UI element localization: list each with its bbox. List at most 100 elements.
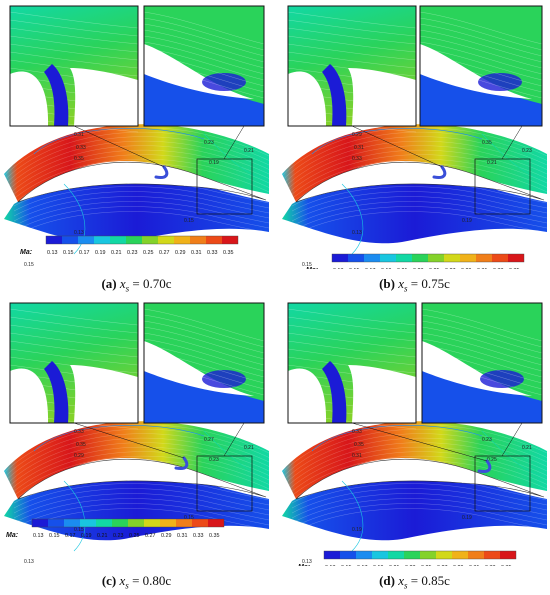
colorbar-tick: 0.29 [461,268,472,269]
inset-streamline [419,41,543,75]
inset-rear-blade [70,365,138,423]
streamline [13,488,269,514]
colorbar-tick: 0.31 [469,565,480,566]
blade-airfoil [17,161,267,203]
contour-label: 0.13 [24,559,34,565]
colorbar-tick: 0.17 [357,565,368,566]
colorbar-segment [78,236,94,244]
caption-tag: (a) [101,276,117,291]
inset-streamline [419,53,543,87]
inset-blade [288,71,327,126]
contour-label: 0.29 [74,453,84,459]
colorbar-tick: 0.27 [145,533,156,539]
inset-streamline [143,53,265,87]
blade-airfoil [17,458,267,500]
colorbar-segment [324,551,340,559]
contour-label: 0.31 [74,132,84,138]
streamline [291,508,547,534]
colorbar-segment [190,236,206,244]
colorbar-segment [444,254,460,262]
inset-streamline [143,23,265,57]
contour-label: 0.13 [74,230,84,236]
contour-line [311,425,483,452]
caption-sub: s [404,580,408,591]
inset-trailing-frame [143,302,265,424]
streamline [13,508,269,534]
inset-streamline [143,11,265,45]
inset-blade [10,368,49,423]
streamline [282,131,547,181]
streamline [4,428,269,478]
inset-streamline [143,65,265,99]
inset-streamline [9,35,139,53]
colorbar-segment [96,519,112,527]
colorbar-segment [508,254,524,262]
inset-streamline [9,51,139,69]
streamline [4,158,269,208]
panel-d: 0.330.350.310.230.210.250.190.190.13Ma:0… [282,301,547,591]
inset-streamline [287,51,417,69]
zoom-box [474,455,531,512]
colorbar-tick: 0.21 [389,565,400,566]
colorbar-frame [45,235,239,245]
contour-line [33,128,205,155]
inset-streamline [9,324,139,342]
inset-streamline [419,35,543,69]
streamline [4,424,269,474]
streamline [291,206,547,232]
colorbar-segment [206,236,222,244]
inset-streamline [143,308,265,342]
colorbar-title: Ma: [298,564,310,566]
colorbar-tick: 0.25 [143,250,154,256]
flow-field: 0.33 0.35 0.31 0.23 0.21 0.25 0.19 0.19 0.13 [282,421,547,565]
colorbar-tick: 0.15 [63,250,74,256]
inset-streamline [419,11,543,45]
inset-blade [288,368,327,423]
slot-jet [477,459,492,473]
streamline [282,149,547,199]
contour-label: 0.23 [209,457,219,463]
inset-streamline [421,308,543,342]
streamline [282,424,547,474]
streamline [4,451,269,501]
colorbar-title: Ma: [20,249,32,256]
contour-label: 0.15 [184,515,194,521]
streamline [291,186,547,212]
colorbar-segment [388,551,404,559]
streamline [282,158,547,208]
inset-streamline [287,35,417,53]
contour-label: 0.15 [302,262,312,268]
colorbar-segment [80,519,96,527]
colorbar-segment [492,254,508,262]
colorbar: Ma: 0.13 0.15 0.17 0.19 0.21 0.23 0.25 0.27 0.29 0… [306,253,525,269]
colorbar-title: Ma: [306,267,318,269]
colorbar-tick: 0.13 [47,250,58,256]
streamline [282,163,547,213]
streamline [4,163,269,213]
streamline [282,127,547,177]
streamline [13,186,269,212]
inset-streamline [421,350,543,384]
inset-streamline [143,35,265,69]
caption-eq: = 0.85c [407,573,450,588]
colorbar-tick: 0.23 [405,565,416,566]
inset-streamline [143,29,265,63]
inset-trailing-frame [143,5,265,127]
inset-vortex [480,370,524,388]
contour-label: 0.13 [302,559,312,565]
colorbar-segment [32,519,48,527]
inset-trailing [421,302,543,424]
inset-streamline [287,19,417,37]
colorbar-segment [48,519,64,527]
colorbar-tick: 0.29 [453,565,464,566]
inset-streamline [419,17,543,51]
inset-trailing [143,302,265,424]
streamline [282,433,547,483]
caption-var: x [119,573,126,588]
streamline [13,503,269,529]
inset-streamline [421,314,543,348]
streamline [291,201,547,227]
inset-streamline [421,332,543,366]
inset-streamline [143,338,265,372]
